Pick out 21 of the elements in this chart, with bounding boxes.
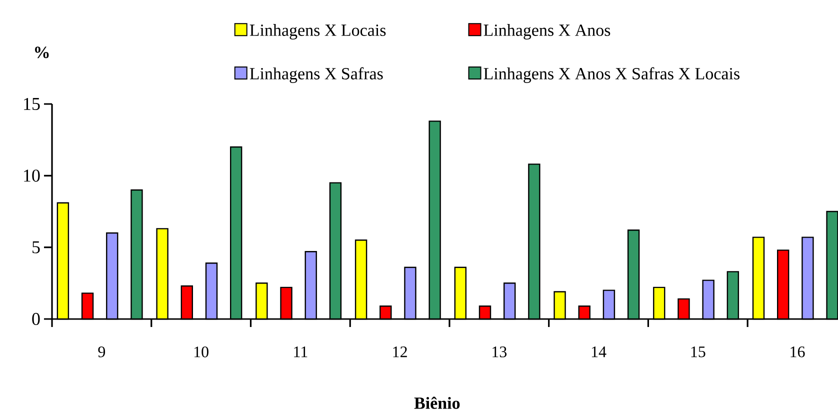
x-tick-label: 12 [393, 346, 407, 358]
legend-label: Linhagens X Safras [250, 67, 383, 83]
x-tick-label: 13 [492, 346, 507, 358]
y-tick-label: 15 [24, 98, 40, 110]
y-axis-title: % [35, 46, 49, 58]
legend-label: Linhagens X Anos X Safras X Locais [484, 67, 740, 83]
y-tick-label: 5 [32, 241, 40, 254]
x-tick-label: 14 [592, 346, 606, 358]
bar [329, 182, 342, 320]
y-tick-label: 0 [32, 312, 40, 326]
y-tick-label: 10 [24, 170, 40, 182]
bar [627, 230, 640, 320]
x-axis-title: Biênio [414, 396, 460, 409]
legend-label: Linhagens X Locais [250, 24, 386, 40]
x-tick-label: 10 [194, 346, 208, 358]
x-tick-label: 9 [98, 346, 106, 358]
x-tick-label: 11 [294, 346, 308, 358]
legend-label: Linhagens X Anos [484, 24, 610, 40]
x-tick-label: 16 [790, 346, 805, 358]
bar [230, 146, 242, 320]
x-tick-label: 15 [691, 346, 706, 358]
